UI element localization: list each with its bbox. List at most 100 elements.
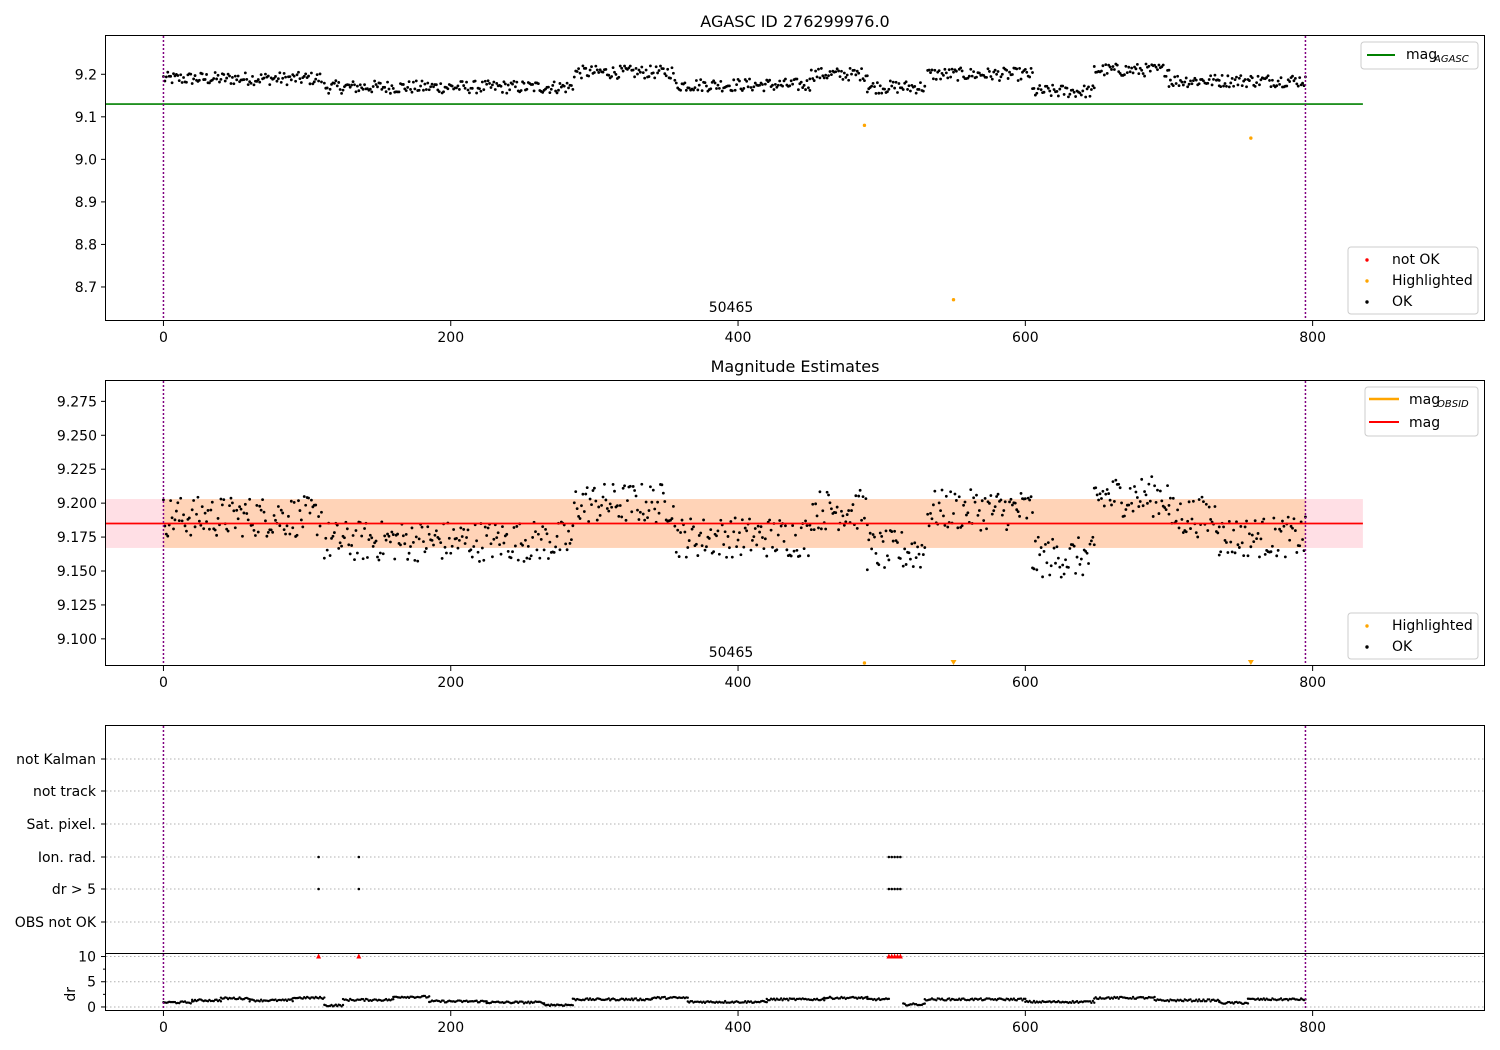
p2-ok-point [262, 510, 266, 514]
p2-ok-point [946, 525, 950, 529]
p1-ok-point [1210, 83, 1214, 87]
p2-ok-point [939, 509, 942, 513]
p2-ok-point [992, 509, 996, 513]
p1-ok-point [1081, 89, 1085, 93]
p2-ok-point [617, 514, 621, 518]
p2-ok-point [729, 520, 733, 523]
p2-ok-point [692, 525, 695, 529]
p3-dr-point [527, 1000, 530, 1003]
p1-ok-point [492, 80, 496, 84]
p1-ok-point [299, 81, 303, 84]
p2-ok-point [1196, 535, 1200, 539]
p1-ok-point [1171, 84, 1175, 88]
p2-ok-point [649, 485, 652, 489]
p2-ok-point [965, 513, 968, 517]
p2-ok-point [320, 510, 323, 514]
p1-ok-point [190, 82, 194, 85]
p3-dr-point [1182, 1000, 1185, 1003]
p2-ok-point [637, 518, 641, 521]
p1-ok-point [613, 70, 616, 74]
p2-ok-point [535, 548, 539, 552]
p1-ok-point [592, 71, 596, 74]
x-ticks: 0 200 400 600 800 0 200 400 600 800 0 200 400 600 800 [159, 321, 1326, 1036]
p2-ok-point [1130, 501, 1134, 505]
p2-ok-point [715, 534, 718, 538]
p1-ok-point [812, 79, 816, 82]
p2-ok-point [355, 551, 359, 555]
p1-ok-point [1042, 90, 1046, 94]
p3-dr-point [1269, 998, 1273, 1002]
p1-ok-point [1292, 79, 1296, 83]
p2-ok-point [173, 518, 177, 522]
p1-ok-point [814, 69, 818, 73]
p2-ok-point [640, 482, 644, 486]
p1-ok-point [216, 73, 220, 77]
panel1-legend-top-box [1360, 41, 1479, 70]
p2-ok-point [377, 558, 381, 562]
p1-ok-point [1256, 74, 1260, 78]
p1-ok-point [715, 87, 718, 90]
p2-ok-point [276, 505, 280, 508]
p3-dr-point [1090, 1001, 1093, 1005]
p2-ok-point [203, 511, 207, 515]
p1-ok-point [672, 71, 675, 75]
p1-ok-point [988, 70, 991, 73]
p1-ok-point [913, 84, 917, 88]
p1-ok-point [1255, 81, 1259, 85]
p2-ok-point [660, 483, 664, 487]
p2-ok-point [834, 511, 838, 515]
p2-ok-point [460, 535, 464, 538]
p2-ok-point [901, 564, 905, 568]
p3-dr-point [787, 999, 790, 1002]
p2-ok-point [740, 518, 744, 522]
p2-ok-point [745, 529, 749, 533]
p3-dr-point [972, 998, 975, 1002]
p2-ok-point [1008, 500, 1011, 504]
p2-ok-point [765, 554, 769, 558]
p2-ok-point [1094, 486, 1098, 490]
p1-ok-point [439, 82, 443, 86]
p2-ok-point [590, 503, 593, 507]
p3-dr-point [1195, 998, 1198, 1001]
p2-ok-point [966, 511, 970, 515]
p2-ok-point [1200, 495, 1204, 499]
p2-ok-point [343, 536, 346, 540]
p2-ok-point [345, 527, 349, 531]
p1-ok-point [565, 81, 569, 85]
p3-dr-point [258, 1000, 261, 1003]
p2-ok-point [269, 528, 273, 532]
p2-ok-point [1112, 500, 1116, 503]
p1-ok-point [998, 79, 1001, 82]
p1-ok-point [235, 78, 239, 82]
p2-ok-point [470, 555, 474, 559]
p2-ok-point [1255, 537, 1259, 541]
p3-dr-point [428, 995, 431, 998]
p2-ok-point [601, 495, 605, 499]
p1-ok-point [1068, 92, 1072, 96]
p2-ok-point [1141, 504, 1145, 508]
p2-ok-point [610, 505, 614, 509]
p1-ok-point [861, 77, 865, 81]
p3-dr-point [765, 1001, 768, 1004]
p1-ok-point [763, 82, 767, 86]
p1-ok-point [358, 83, 362, 87]
p1-ok-point [638, 70, 642, 74]
p2-ok-point [743, 526, 747, 530]
p2-ok-point [896, 541, 899, 544]
panel1-frame [105, 35, 1485, 321]
p3-flag-point [890, 887, 894, 891]
p1-ok-point [541, 90, 545, 94]
p1-ok-point [437, 90, 441, 94]
p1-ok-point [578, 71, 582, 75]
p2-ok-point [607, 509, 611, 513]
p2-ok-point [621, 486, 625, 490]
p2-ok-point [174, 509, 178, 513]
p2-ok-point [914, 556, 918, 559]
p2-ok-point [684, 555, 688, 559]
p2-ok-point [1134, 490, 1138, 494]
p3-dr-point [772, 997, 776, 1000]
p2-ok-point [763, 537, 767, 541]
p1-ok-point [865, 90, 869, 94]
p1-ok-point [858, 78, 862, 82]
p1-ok-point [904, 80, 908, 84]
